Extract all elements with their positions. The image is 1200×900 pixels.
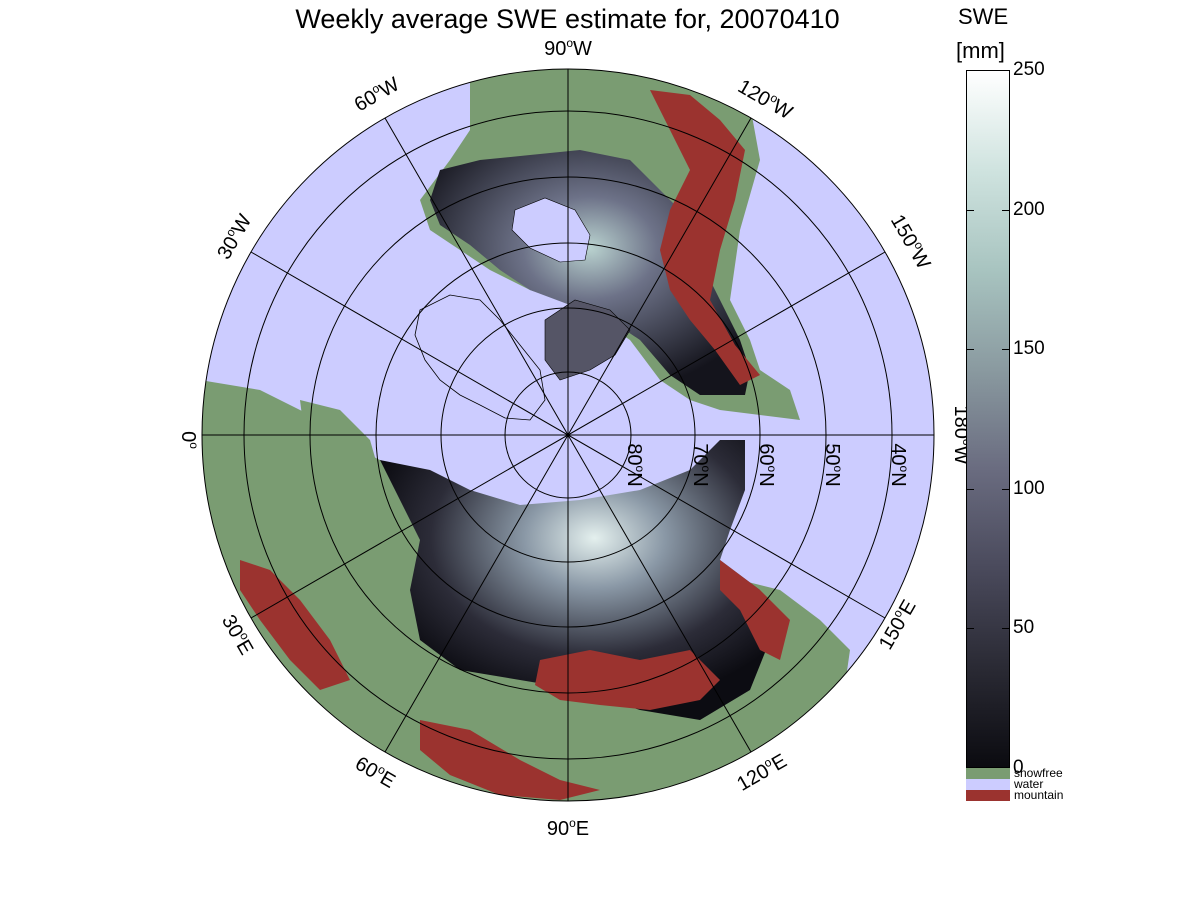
- colorbar-tick-mark: [966, 488, 974, 490]
- legend-swatch-mountain: [966, 790, 1010, 801]
- lon-label-60w: 60oW: [350, 72, 404, 117]
- greenland: [414, 294, 546, 421]
- colorbar-title-line2: [mm]: [956, 38, 1005, 63]
- lon-label-0: 0o: [177, 431, 201, 449]
- colorbar-tick-mark: [1002, 209, 1010, 211]
- colorbar-tick-label: 50: [1013, 617, 1035, 639]
- lat-label-40n: 40oN: [887, 443, 911, 486]
- mountain-europe: [240, 560, 350, 690]
- swe-colorbar: [966, 70, 1010, 768]
- legend-label-mountain: mountain: [1014, 788, 1064, 802]
- colorbar-tick-label: 150: [1013, 338, 1045, 360]
- legend-label-snowfree: snowfree: [1014, 766, 1063, 780]
- lat-label-70n: 70oN: [689, 443, 713, 486]
- lat-label-60n: 60oN: [755, 443, 779, 486]
- globe-outline: [201, 68, 935, 802]
- legend-swatch-water: [966, 779, 1010, 790]
- lon-label-150w: 150oW: [886, 210, 936, 273]
- mountain-rockies: [650, 90, 760, 385]
- latitude-labels: 40oN 50oN 60oN 70oN 80oN: [623, 443, 911, 486]
- lon-label-60e: 60oE: [351, 751, 400, 793]
- lon-label-90w: 90oW: [544, 36, 592, 60]
- scandinavia: [300, 400, 380, 490]
- mountain-east-siberia: [720, 560, 790, 660]
- colorbar-tick-mark: [1002, 349, 1010, 351]
- colorbar-tick-mark: [966, 209, 974, 211]
- lon-label-90e: 90oE: [547, 816, 589, 840]
- meridians: [202, 69, 934, 801]
- colorbar-tick-label: 100: [1013, 477, 1045, 499]
- colorbar-tick-label: 0: [1013, 757, 1024, 778]
- colorbar-title-line1: SWE: [958, 4, 1009, 29]
- colorbar-tick-mark: [966, 349, 974, 351]
- snow-eurasia: [380, 440, 770, 720]
- lat-label-50n: 50oN: [821, 443, 845, 486]
- map-globe: [202, 69, 934, 801]
- colorbar-tick-mark: [1002, 70, 1010, 71]
- arctic-islands: [544, 299, 631, 381]
- map-title: Weekly average SWE estimate for, 2007041…: [295, 4, 840, 34]
- lat-label-80n: 80oN: [623, 443, 647, 486]
- colorbar-tick-mark: [966, 628, 974, 630]
- legend-swatch-snowfree: [966, 768, 1010, 779]
- colorbar-tick-label: 200: [1013, 198, 1045, 220]
- legend-label-water: water: [1014, 777, 1044, 791]
- colorbar-tick-mark: [1002, 488, 1010, 490]
- mountain-central-asia: [535, 650, 720, 710]
- colorbar-tick-mark: [1002, 628, 1010, 630]
- colorbar-tick-label: 250: [1013, 59, 1045, 80]
- colorbar-tick-mark: [966, 70, 974, 71]
- mountain-himalaya: [420, 720, 600, 800]
